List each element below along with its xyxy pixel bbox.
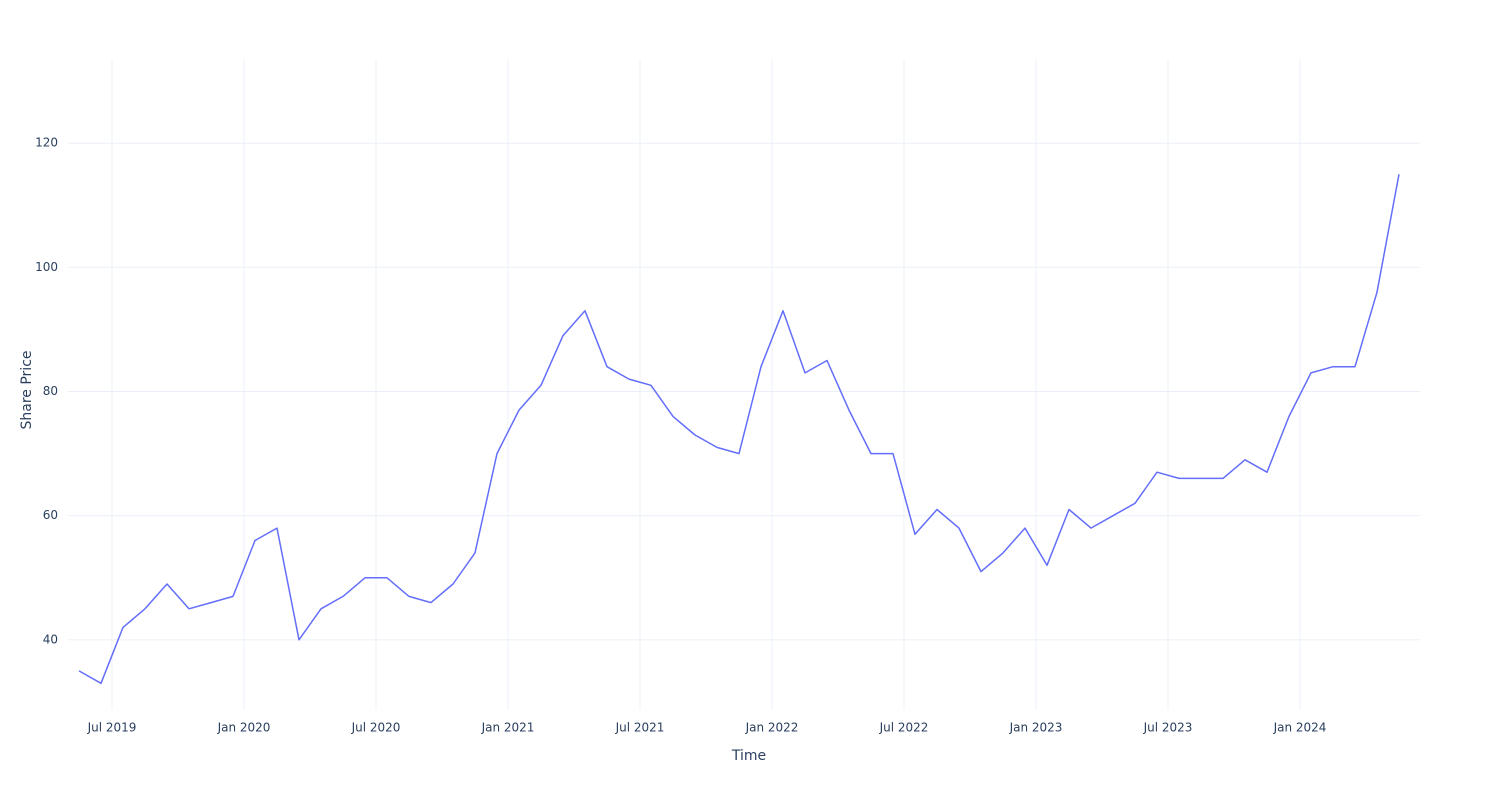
price-line [78,174,1400,685]
y-tick-label: 40 [43,632,58,646]
x-tick-label: Jul 2023 [1143,721,1193,735]
grid-layer [68,60,1420,710]
x-tick-label: Jan 2022 [745,721,799,735]
x-tick-label: Jan 2023 [1009,721,1063,735]
y-tick-label: 120 [35,136,58,150]
x-tick-label: Jul 2021 [615,721,665,735]
x-tick-label: Jul 2019 [87,721,137,735]
y-axis-title: Share Price [19,350,35,429]
x-tick-label: Jul 2020 [351,721,401,735]
x-axis-title: Time [731,748,766,764]
data-layer [78,174,1400,685]
y-tick-label: 100 [35,260,58,274]
y-tick-label: 80 [43,384,58,398]
x-tick-label: Jan 2020 [217,721,271,735]
y-tick-label: 60 [43,508,58,522]
x-tick-label: Jan 2024 [1273,721,1327,735]
x-tick-label: Jan 2021 [481,721,535,735]
x-tick-label: Jul 2022 [879,721,929,735]
